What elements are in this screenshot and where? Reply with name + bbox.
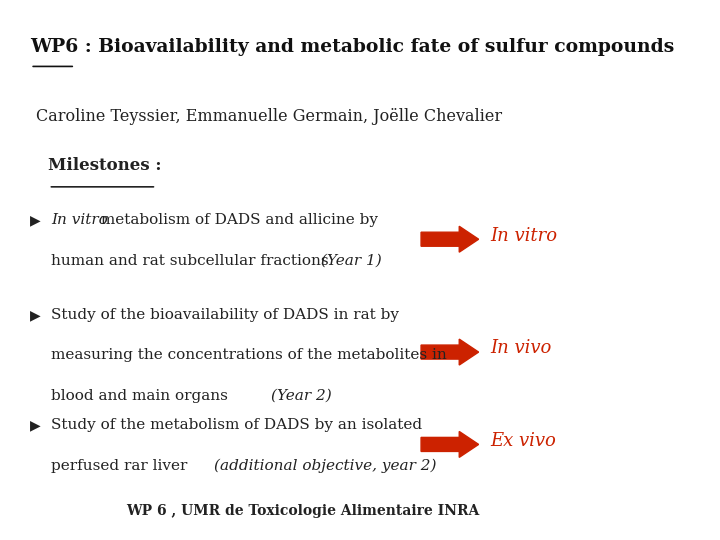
Text: WP 6 , UMR de Toxicologie Alimentaire INRA: WP 6 , UMR de Toxicologie Alimentaire IN… (126, 504, 480, 518)
Text: perfused rar liver: perfused rar liver (52, 459, 193, 473)
FancyArrow shape (421, 431, 479, 457)
Text: blood and main organs: blood and main organs (52, 389, 233, 403)
Text: In vitro: In vitro (52, 213, 108, 227)
Text: Caroline Teyssier, Emmanuelle Germain, Joëlle Chevalier: Caroline Teyssier, Emmanuelle Germain, J… (36, 108, 503, 125)
Text: (Year 1): (Year 1) (321, 254, 382, 268)
Text: (additional objective, year 2): (additional objective, year 2) (214, 459, 436, 474)
Text: Ex vivo: Ex vivo (491, 432, 557, 450)
Text: Milestones :: Milestones : (48, 157, 162, 173)
Text: In vitro: In vitro (491, 227, 558, 245)
Text: ▶: ▶ (30, 213, 41, 227)
Text: metabolism of DADS and allicine by: metabolism of DADS and allicine by (96, 213, 378, 227)
FancyArrow shape (421, 226, 479, 252)
Text: (Year 2): (Year 2) (271, 389, 332, 403)
Text: WP6 : Bioavailability and metabolic fate of sulfur compounds: WP6 : Bioavailability and metabolic fate… (30, 38, 675, 56)
Text: measuring the concentrations of the metabolites in: measuring the concentrations of the meta… (52, 348, 447, 362)
Text: Study of the bioavailability of DADS in rat by: Study of the bioavailability of DADS in … (52, 308, 400, 322)
FancyArrow shape (421, 339, 479, 365)
Text: ▶: ▶ (30, 308, 41, 322)
Text: ▶: ▶ (30, 418, 41, 433)
Text: In vivo: In vivo (491, 339, 552, 356)
Text: Study of the metabolism of DADS by an isolated: Study of the metabolism of DADS by an is… (52, 418, 423, 433)
Text: human and rat subcellular fractions: human and rat subcellular fractions (52, 254, 334, 268)
